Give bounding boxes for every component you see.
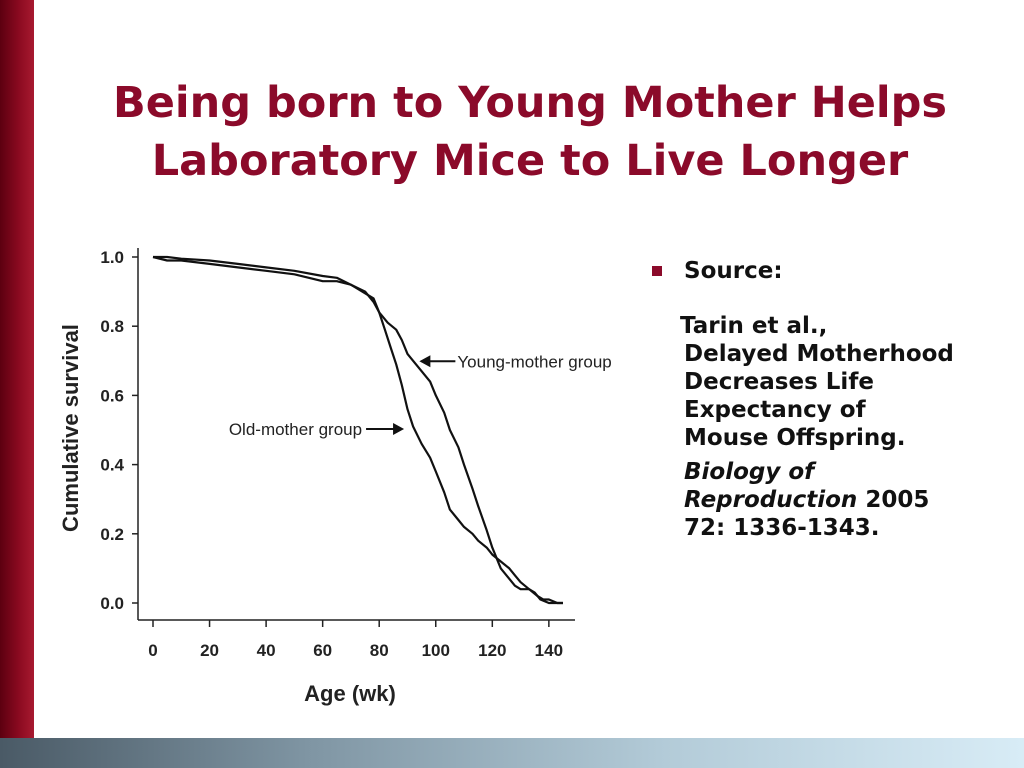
citation-title-line-1: Delayed Motherhood (684, 341, 954, 367)
y-tick-label: 1.0 (100, 248, 124, 267)
bottom-gradient-bar (0, 738, 1024, 768)
bullet-icon (652, 266, 662, 276)
x-tick-label: 20 (200, 641, 219, 660)
x-tick-label: 60 (313, 641, 332, 660)
citation-title-line-4: Mouse Offspring. (684, 425, 906, 451)
chart-series (152, 255, 563, 605)
slide-title-line-1: Being born to Young Mother Helps (112, 78, 948, 128)
citation-year: 2005 (865, 487, 930, 513)
x-tick-label: 0 (148, 641, 157, 660)
y-axis-title: Cumulative survival (58, 324, 83, 532)
annotation-young-label: Young-mother group (457, 352, 611, 371)
y-tick-label: 0.4 (100, 456, 124, 475)
x-tick-label: 100 (422, 641, 450, 660)
series-line-young (153, 255, 563, 605)
chart-axes (137, 248, 575, 621)
slide-title-line-2: Laboratory Mice to Live Longer (151, 136, 909, 186)
y-tick-label: 0.6 (100, 386, 124, 405)
survival-chart: 0 20 40 60 80 100 120 140 1.0 0.8 0.6 0.4 0.2 0.0 You… (58, 248, 612, 706)
y-tick-label: 0.8 (100, 317, 124, 336)
source-heading: Source: (684, 258, 783, 284)
annotation-arrowhead-old (393, 423, 405, 435)
slide-title: Being born to Young Mother Helps Laborat… (60, 74, 1000, 190)
citation-journal-line-2: Reproduction (684, 487, 858, 513)
x-tick-label: 120 (478, 641, 506, 660)
y-tick-label: 0.0 (100, 594, 124, 613)
annotation-old-label: Old-mother group (229, 420, 362, 439)
x-axis-title: Age (wk) (304, 681, 396, 706)
chart-annotations: Young-mother group Old-mother group (229, 352, 612, 439)
x-tick-label: 80 (370, 641, 389, 660)
citation-title-line-2: Decreases Life (684, 369, 874, 395)
citation: Tarin et al., Delayed Motherhood Decreas… (680, 312, 998, 542)
chart-ticks: 0 20 40 60 80 100 120 140 1.0 0.8 0.6 0.4 0.2 0.0 (100, 248, 563, 660)
source-heading-row: Source: (648, 258, 998, 284)
source-block: Source: Tarin et al., Delayed Motherhood… (648, 258, 998, 542)
citation-journal-line-1: Biology of (684, 459, 815, 485)
left-accent-bar (0, 0, 34, 768)
citation-volume-pages: 72: 1336-1343. (684, 515, 880, 541)
citation-author: Tarin et al., (680, 313, 828, 339)
series-line-old (152, 255, 563, 605)
citation-journal: Biology of Reproduction 2005 72: 1336-13… (684, 458, 998, 542)
x-tick-label: 140 (535, 641, 563, 660)
y-tick-label: 0.2 (100, 525, 124, 544)
citation-title-line-3: Expectancy of (684, 397, 866, 423)
annotation-arrowhead-young (419, 355, 431, 368)
x-tick-label: 40 (257, 641, 276, 660)
